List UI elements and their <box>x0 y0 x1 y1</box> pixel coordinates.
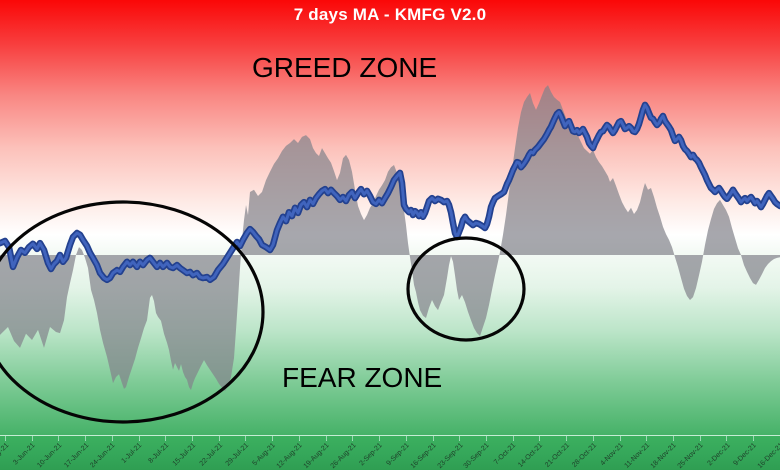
chart-title: 7 days MA - KMFG V2.0 <box>293 5 487 24</box>
x-axis-tick <box>138 436 140 441</box>
x-axis-tick <box>352 436 354 441</box>
x-axis-tick <box>485 436 487 441</box>
x-axis-label: 19-Aug-21 <box>302 442 331 470</box>
annotation-ellipse-mid-dip-circle <box>406 236 526 342</box>
x-axis-label: 18-Nov-21 <box>649 442 678 470</box>
x-axis-label: 30-Sep-21 <box>462 442 491 470</box>
x-axis-label: 14-Oct-21 <box>517 442 545 469</box>
annotation-ellipse-fear-cluster-circle <box>0 200 265 424</box>
x-axis-tick <box>325 436 327 441</box>
x-axis-label: 21-Oct-21 <box>544 442 572 469</box>
x-axis-tick <box>5 436 6 441</box>
x-axis-label: 9-Dec-21 <box>732 442 759 468</box>
x-axis-label: 2-Dec-21 <box>706 442 732 468</box>
x-axis-tick <box>459 436 461 441</box>
x-axis-tick <box>673 436 674 441</box>
x-axis-tick <box>619 436 621 441</box>
x-axis-tick <box>432 436 434 441</box>
x-axis-tick <box>58 436 60 441</box>
x-axis-tick <box>111 436 113 441</box>
x-axis-tick <box>753 436 755 441</box>
x-axis-label: 11-Nov-21 <box>623 442 652 470</box>
x-axis-label: 22-Jul-21 <box>198 442 224 468</box>
x-axis-label: 16-Dec-21 <box>756 442 780 470</box>
x-axis-label: 7-Oct-21 <box>493 442 518 467</box>
x-axis-label: 25-Nov-21 <box>676 442 705 470</box>
x-axis-label: 29-Jul-21 <box>224 442 251 468</box>
x-axis-label: 4-Nov-21 <box>599 442 625 468</box>
x-axis-tick <box>726 436 728 441</box>
x-axis-label: 26-Aug-21 <box>329 442 358 470</box>
x-axis-label: 1-Jul-21 <box>120 442 144 465</box>
x-axis-tick <box>539 436 541 441</box>
x-axis-tick <box>31 436 33 441</box>
x-axis-label: 16-Sep-21 <box>409 442 438 470</box>
x-axis-tick <box>512 436 514 441</box>
greed-zone-label: GREED ZONE <box>252 52 438 83</box>
x-axis-tick <box>405 436 407 441</box>
x-axis-label: 17-Jun-21 <box>62 442 91 470</box>
x-axis-tick <box>379 436 381 441</box>
x-axis-tick <box>245 436 247 441</box>
x-axis-tick <box>298 436 300 441</box>
fear-zone-label: FEAR ZONE <box>282 362 443 393</box>
x-axis-label: 8-Jul-21 <box>147 442 171 465</box>
x-axis-label: 23-Sep-21 <box>436 442 465 470</box>
annotation-ellipses <box>0 200 526 424</box>
x-axis-tick <box>699 436 701 441</box>
x-axis-label: 15-Jul-21 <box>171 442 197 468</box>
x-axis-tick <box>646 436 648 441</box>
x-axis-tick <box>566 436 568 441</box>
x-axis-strip: 27-May-21 3-Jun-21 10-Jun-21 17-Jun-21 24-Ju… <box>0 435 780 470</box>
x-axis-label: 3-Jun-21 <box>12 442 37 467</box>
x-axis-tick <box>165 436 167 441</box>
x-axis-tick <box>85 436 87 441</box>
x-axis-label: 12-Aug-21 <box>275 442 304 470</box>
x-axis-tick <box>218 436 220 441</box>
x-axis-tick <box>192 436 194 441</box>
x-axis-label: 27-May-21 <box>0 442 10 470</box>
x-axis-label: 24-Jun-21 <box>89 442 117 470</box>
x-axis-tick <box>592 436 594 441</box>
x-axis-label: 28-Oct-21 <box>570 442 598 469</box>
ma-line-series <box>0 103 780 282</box>
x-axis-label: 9-Sep-21 <box>385 442 411 468</box>
x-axis-tick <box>272 436 274 441</box>
x-axis-label: 10-Jun-21 <box>36 442 64 470</box>
x-axis-label: 5-Aug-21 <box>251 442 278 468</box>
daily-index-area-series <box>0 85 780 392</box>
x-axis-label: 2-Sep-21 <box>358 442 385 468</box>
